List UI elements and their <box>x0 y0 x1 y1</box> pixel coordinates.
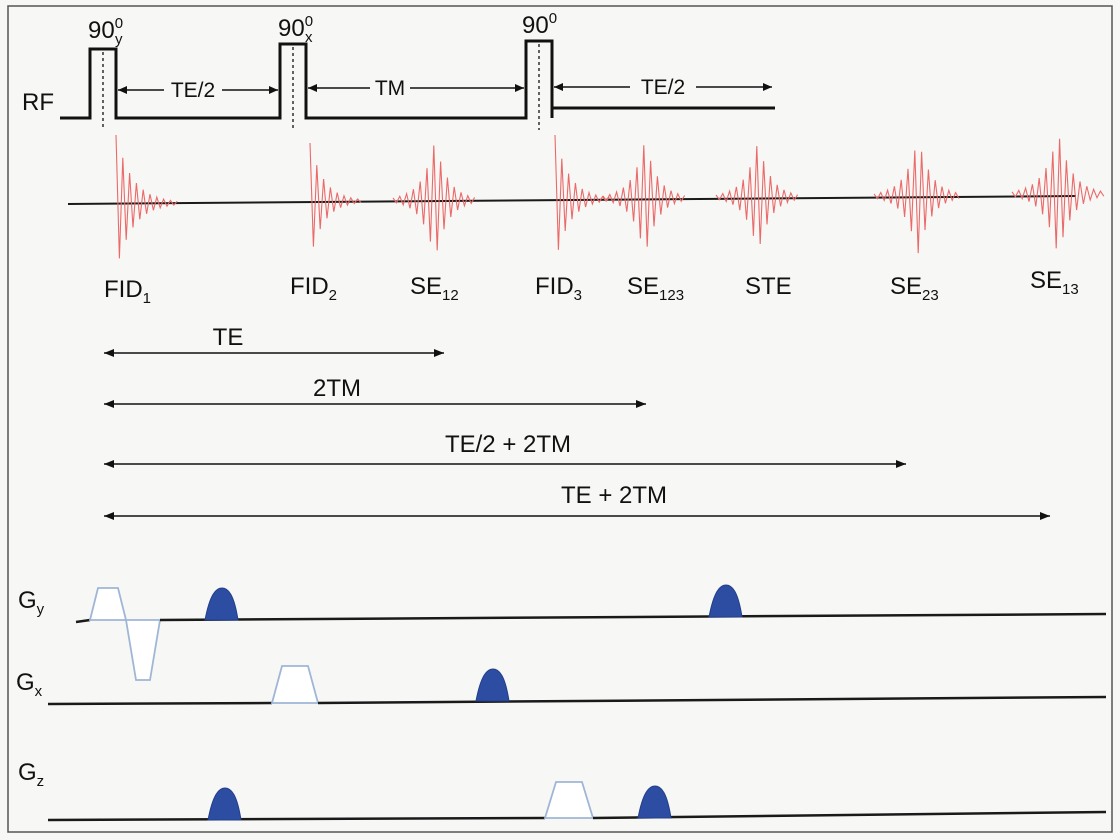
gy-gradient-lobe-positive <box>88 587 128 621</box>
rf-label: RF <box>22 89 54 116</box>
fid2-waveform <box>309 142 362 247</box>
ste-waveform <box>715 146 799 245</box>
timing-te2-2tm-label: TE/2 + 2TM <box>445 431 571 458</box>
se13-waveform <box>1011 138 1105 249</box>
gy-gradient-lobe-negative <box>124 619 162 681</box>
gy-baseline <box>159 612 1107 622</box>
fid1-label: FID1 <box>104 276 151 307</box>
rf-pulse-train <box>60 39 554 120</box>
figure-frame <box>7 5 1113 833</box>
fid3-waveform <box>554 134 610 250</box>
gx-crusher <box>475 668 510 702</box>
gz-baseline <box>592 810 1107 820</box>
se123-label: SE123 <box>627 273 684 304</box>
pulse2-label: 900 x <box>278 13 313 46</box>
gx-label: Gx <box>16 669 43 700</box>
gz-label: Gz <box>18 759 44 790</box>
fid2-label: FID2 <box>290 273 337 304</box>
gz-crusher-2 <box>637 785 672 819</box>
gy-crusher-1 <box>204 587 239 621</box>
gz-crusher-1 <box>207 787 242 821</box>
gx-gradient-lobe <box>270 665 320 704</box>
interval3-label: TE/2 <box>641 76 685 99</box>
signal-baseline <box>67 195 1077 205</box>
pulse1-label: 900 y <box>88 15 123 48</box>
gx-baseline-start <box>47 701 273 706</box>
timing-te-2tm-label: TE + 2TM <box>561 482 667 509</box>
se13-label: SE13 <box>1030 267 1079 298</box>
gz-baseline-start <box>47 816 546 822</box>
signal-waveforms <box>115 134 1105 259</box>
interval2-label: TM <box>375 77 405 100</box>
se12-waveform <box>392 145 476 251</box>
gy-crusher-2 <box>708 584 743 618</box>
ste-label: STE <box>745 273 792 300</box>
timing-te-label: TE <box>213 324 244 351</box>
timing-2tm-label: 2TM <box>313 375 361 402</box>
fid3-label: FID3 <box>535 273 582 304</box>
interval1-label: TE/2 <box>171 79 215 102</box>
gy-label: Gy <box>18 587 45 618</box>
se23-label: SE23 <box>890 273 939 304</box>
fid1-waveform <box>115 134 178 259</box>
gx-baseline <box>317 695 1107 705</box>
gy-baseline-start <box>75 618 91 624</box>
se12-label: SE12 <box>410 273 459 304</box>
pulse3-label: 900 <box>522 10 557 39</box>
gz-gradient-lobe <box>543 781 595 819</box>
se23-waveform <box>873 150 960 254</box>
se123-waveform <box>602 145 686 247</box>
